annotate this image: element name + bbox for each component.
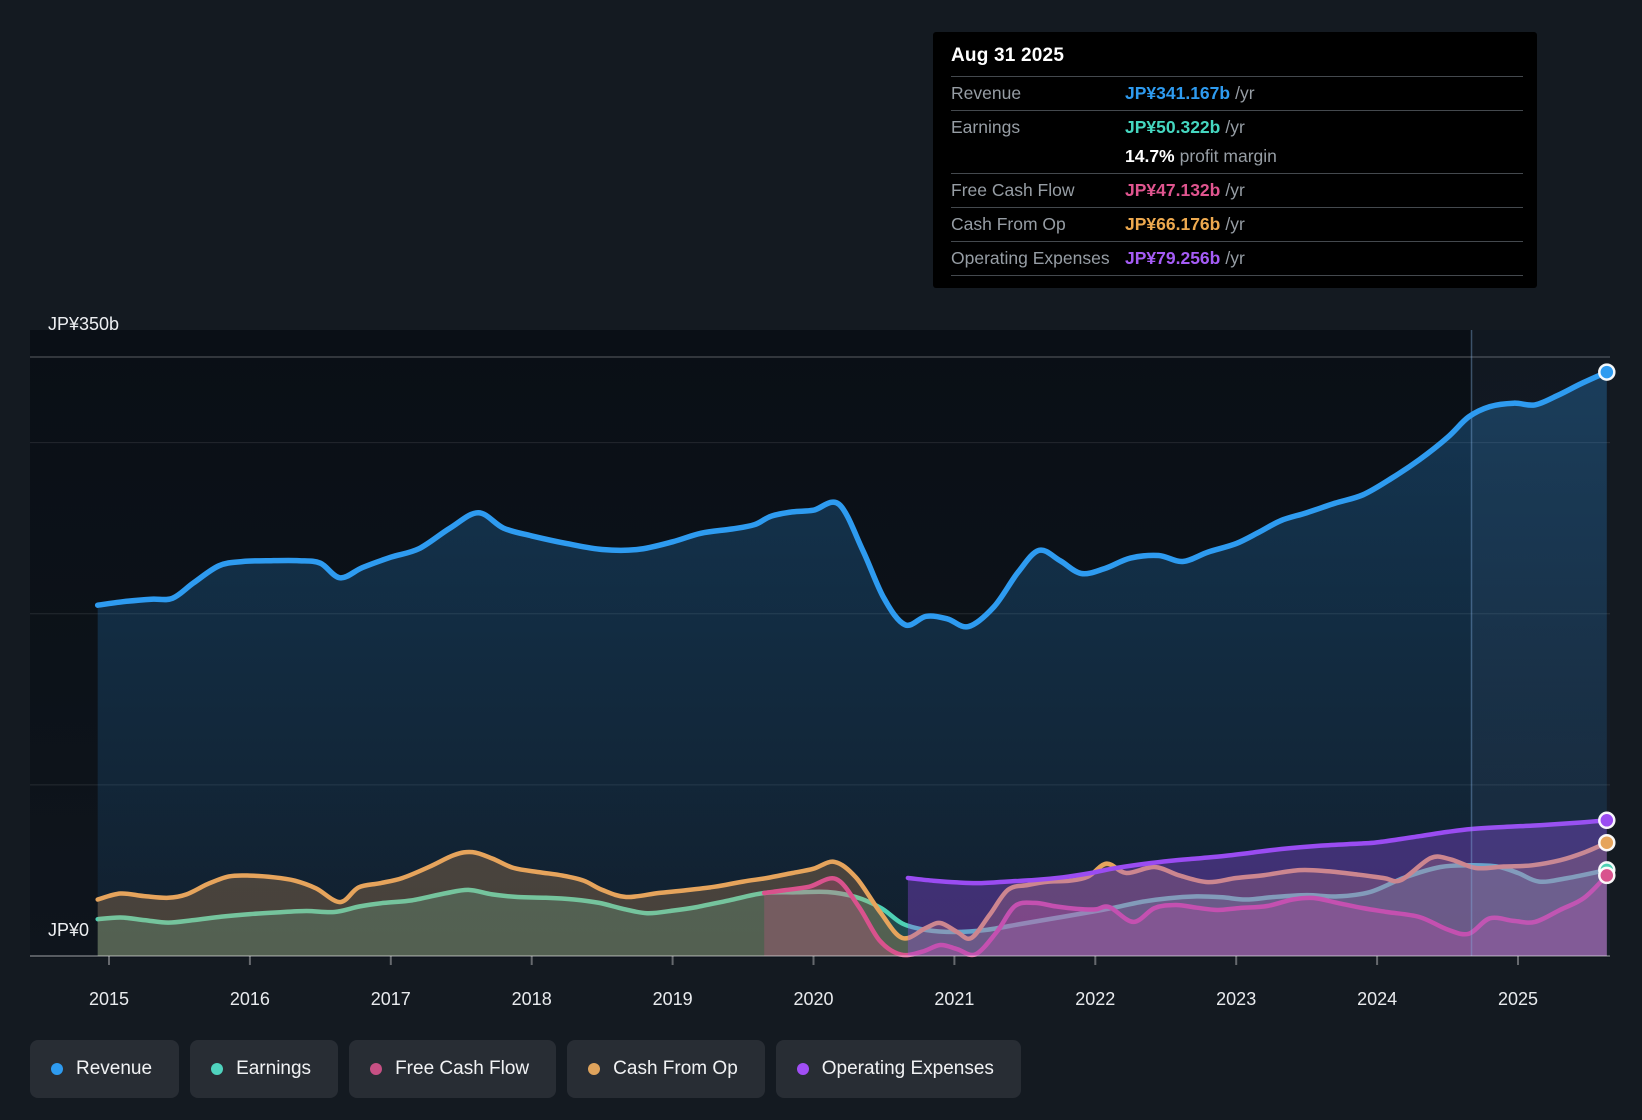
legend-label: Revenue — [76, 1058, 153, 1079]
legend-item-free-cash-flow[interactable]: Free Cash Flow — [349, 1040, 557, 1098]
x-axis-label-2018: 2018 — [511, 989, 552, 1009]
legend-label: Earnings — [236, 1058, 312, 1079]
chart-tooltip: Aug 31 2025 Revenue JP¥341.167b/yr Earni… — [933, 32, 1537, 288]
x-axis-label-2023: 2023 — [1216, 989, 1257, 1009]
x-axis-label-2025: 2025 — [1497, 989, 1539, 1009]
tooltip-row-operating-expenses: Operating Expenses JP¥79.256b/yr — [951, 241, 1523, 275]
operating-expenses-swatch-icon — [796, 1063, 809, 1075]
x-axis-label-2019: 2019 — [652, 989, 693, 1009]
x-axis-label-2015: 2015 — [88, 989, 130, 1009]
tooltip-value: JP¥50.322b/yr — [1125, 117, 1245, 137]
tooltip-row-cash-from-op: Cash From Op JP¥66.176b/yr — [951, 207, 1523, 241]
x-axis-label-2016: 2016 — [229, 989, 270, 1009]
revenue-end-marker[interactable] — [1598, 363, 1616, 381]
tooltip-value: JP¥66.176b/yr — [1125, 214, 1245, 234]
tooltip-label: Cash From Op — [951, 214, 1066, 234]
earnings-swatch-icon — [211, 1063, 224, 1075]
tooltip-label: Earnings — [951, 117, 1021, 137]
x-axis-label-2017: 2017 — [370, 989, 411, 1009]
revenue-area — [97, 372, 1607, 957]
cash-from-op-swatch-icon — [588, 1063, 601, 1075]
tooltip-bottom-rule — [951, 275, 1523, 282]
free-cash-flow-swatch-icon — [370, 1063, 383, 1075]
tooltip-row-earnings: Earnings JP¥50.322b/yr 14.7% profit margi… — [951, 110, 1523, 173]
operating-expenses-end-marker[interactable] — [1598, 811, 1616, 830]
free-cash-flow-line — [761, 873, 1610, 958]
legend-item-earnings[interactable]: Earnings — [190, 1040, 339, 1098]
legend-label: Operating Expenses — [821, 1058, 994, 1079]
cash-from-op-end-marker[interactable] — [1598, 833, 1616, 852]
tooltip-row-revenue: Revenue JP¥341.167b/yr — [951, 76, 1523, 110]
tooltip-value: JP¥47.132b/yr — [1125, 180, 1245, 200]
legend-item-cash-from-op[interactable]: Cash From Op — [567, 1040, 765, 1098]
cash-from-op-line — [95, 840, 1610, 941]
chart-legend: Revenue Earnings Free Cash Flow Cash From O… — [30, 1040, 1021, 1098]
operating-expenses-area — [907, 820, 1607, 956]
earnings-line — [95, 863, 1610, 935]
revenue-swatch-icon — [51, 1063, 63, 1075]
tooltip-value: JP¥341.167b/yr — [1125, 83, 1255, 103]
y-axis-zero-label: JP¥0 — [48, 920, 90, 940]
legend-label: Cash From Op — [613, 1058, 738, 1079]
tooltip-value: JP¥79.256b/yr — [1125, 248, 1245, 268]
earnings-area — [97, 865, 1607, 956]
x-axis-label-2020: 2020 — [793, 989, 834, 1009]
free-cash-flow-area — [764, 875, 1607, 956]
tooltip-row-free-cash-flow: Free Cash Flow JP¥47.132b/yr — [951, 173, 1523, 207]
tooltip-label: Revenue — [951, 83, 1022, 103]
x-axis-label-2021: 2021 — [934, 989, 975, 1009]
tooltip-date: Aug 31 2025 — [951, 45, 1065, 66]
free-cash-flow-end-marker[interactable] — [1598, 866, 1616, 885]
legend-item-revenue[interactable]: Revenue — [30, 1040, 180, 1098]
tooltip-label: Free Cash Flow — [951, 180, 1075, 200]
x-axis-label-2024: 2024 — [1357, 989, 1398, 1009]
current-period-band — [1471, 330, 1610, 956]
tooltip-label: Operating Expenses — [951, 248, 1110, 268]
operating-expenses-line — [905, 818, 1610, 886]
revenue-line — [94, 369, 1610, 630]
legend-label: Free Cash Flow — [395, 1058, 530, 1079]
plot-area[interactable] — [30, 330, 1616, 965]
profit-margin-note: 14.7% profit margin — [1125, 146, 1277, 166]
legend-item-operating-expenses[interactable]: Operating Expenses — [775, 1040, 1021, 1098]
financials-history-chart[interactable] — [30, 330, 1616, 965]
y-axis-max-label: JP¥350b — [48, 314, 120, 334]
x-axis-label-2022: 2022 — [1075, 989, 1116, 1009]
